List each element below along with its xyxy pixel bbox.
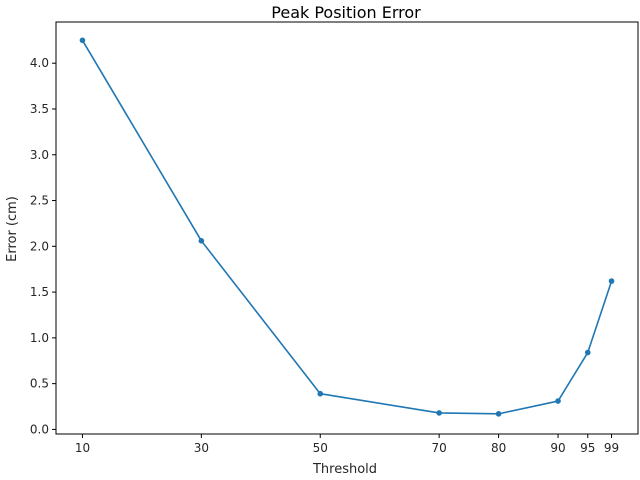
data-point xyxy=(436,410,442,416)
chart-title: Peak Position Error xyxy=(271,3,421,22)
data-point xyxy=(198,238,205,244)
y-tick-label: 0.5 xyxy=(30,377,49,391)
data-point xyxy=(608,278,615,284)
y-tick-label: 0.0 xyxy=(30,422,49,436)
data-point xyxy=(495,411,502,417)
x-tick-label: 80 xyxy=(491,441,506,455)
data-point xyxy=(317,390,324,397)
y-tick-label: 2.5 xyxy=(30,194,49,208)
y-axis-label: Error (cm) xyxy=(5,196,20,262)
x-tick-label: 90 xyxy=(550,441,565,455)
x-axis-label: Threshold xyxy=(312,462,377,477)
data-point xyxy=(584,349,591,356)
x-tick-label: 10 xyxy=(75,441,90,455)
y-tick-label: 3.5 xyxy=(30,102,49,116)
y-tick-label: 2.0 xyxy=(30,239,49,253)
plot-area: 0.0 0.5 1.0 1.5 2.0 2.5 3.0 3.5 4.0 10 30 50 70 80 90 9… xyxy=(30,37,619,455)
data-point xyxy=(555,398,561,404)
x-tick-label: 50 xyxy=(313,441,328,455)
series-line xyxy=(81,39,613,415)
data-point xyxy=(79,37,86,44)
x-tick-label: 99 xyxy=(604,441,619,455)
x-tick-label: 70 xyxy=(432,441,447,455)
y-tick-label: 3.0 xyxy=(30,148,49,162)
y-tick-label: 1.5 xyxy=(30,285,49,299)
x-tick-label: 95 xyxy=(580,441,595,455)
y-tick-label: 4.0 xyxy=(30,56,49,70)
y-tick-label: 1.0 xyxy=(30,331,49,345)
x-tick-label: 30 xyxy=(194,441,209,455)
axes-frame xyxy=(55,21,639,435)
